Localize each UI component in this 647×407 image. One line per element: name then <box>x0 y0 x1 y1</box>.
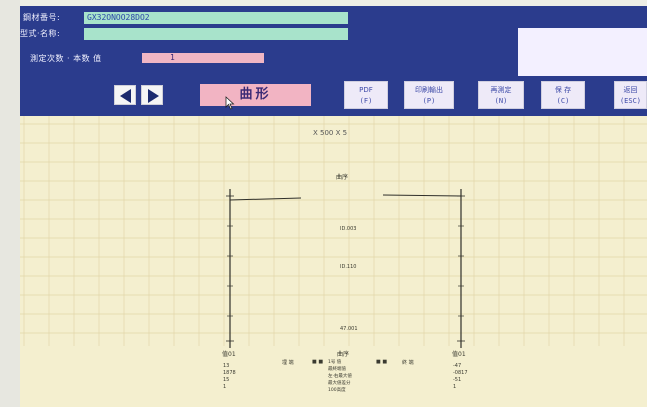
pdf-button-key: (F) <box>359 97 373 105</box>
arrow-right-icon <box>148 89 159 103</box>
right-stat-item: 1 <box>453 384 457 390</box>
save-button-key: (C) <box>556 97 570 105</box>
left-top-trace <box>229 197 302 201</box>
start-end-label: 埋 端 <box>282 360 294 366</box>
pdf-button-label: PDF <box>359 86 373 94</box>
info-panel <box>518 28 647 76</box>
center-stats-list: 1号 值最終端值左·右最大値 最大値差分 100高度 <box>328 359 352 394</box>
center-stat-item: 1号 值 <box>328 360 342 365</box>
prev-button[interactable] <box>114 85 136 105</box>
left-stat-item: 13 <box>223 363 230 369</box>
arrow-left-icon <box>120 89 131 103</box>
type-name-field[interactable] <box>84 28 348 40</box>
save-button-label: 保 存 <box>554 86 572 94</box>
left-stat-item: 15 <box>223 377 230 383</box>
right-stat-item: -51 <box>453 377 462 383</box>
right-stats-header: 值01 <box>452 351 466 358</box>
right-stats-list: -47 -0817 -51 1 <box>453 363 468 391</box>
return-button-key: (ESC) <box>619 97 642 105</box>
grid-canvas <box>20 116 647 348</box>
left-stats-list: 13 1878 15 1 <box>223 363 236 391</box>
end-label: 終 端 <box>402 360 414 366</box>
type-name-label: 型式·名称: <box>20 29 61 38</box>
save-button[interactable]: 保 存 (C) <box>541 81 585 109</box>
center-value-2: ID.110 <box>340 264 357 270</box>
mid-dots-left: ■ ■ <box>312 359 324 365</box>
remeasure-button[interactable]: 再測定 (N) <box>478 81 524 109</box>
trace-ticks <box>227 225 464 317</box>
center-stat-item: 最大値差分 <box>328 381 351 386</box>
header-panel: 鋼材番号: GX32ONOO28DO2 型式·名称: 測定次数 · 本数 值 1… <box>20 6 647 116</box>
remeasure-button-key: (N) <box>494 97 508 105</box>
print-output-button[interactable]: 印刷輸出 (P) <box>404 81 454 109</box>
center-title: 曲序 <box>336 174 349 181</box>
center-stat-item: 100高度 <box>328 388 346 393</box>
sample-no-field[interactable]: GX32ONOO28DO2 <box>84 12 348 24</box>
measure-count-label: 測定次数 · 本数 值 <box>30 54 102 63</box>
screen: 鋼材番号: GX32ONOO28DO2 型式·名称: 測定次数 · 本数 值 1… <box>20 6 647 407</box>
center-value-3: 47.001 <box>340 326 358 332</box>
sample-no-label: 鋼材番号: <box>23 13 61 22</box>
pdf-button[interactable]: PDF (F) <box>344 81 388 109</box>
print-output-button-key: (P) <box>422 97 436 105</box>
left-stat-item: 1878 <box>223 370 236 376</box>
center-list-title: 曲序 <box>337 351 350 358</box>
return-button[interactable]: 返回 (ESC) <box>614 81 647 109</box>
right-stat-item: -47 <box>453 363 462 369</box>
mode-button[interactable]: 曲形 <box>200 84 311 106</box>
remeasure-button-label: 再測定 <box>490 86 512 94</box>
mid-dots-right: ■ ■ <box>376 359 388 365</box>
center-stat-item: 最終端值 <box>328 367 346 372</box>
right-top-trace <box>382 194 462 197</box>
left-bezel <box>0 0 20 407</box>
magnification-label: X 500 X 5 <box>313 129 348 137</box>
profile-plot: X 500 X 5 曲序 ID.003 ID.110 47.001 值01 13… <box>20 116 647 407</box>
measure-count-swatch <box>142 53 162 63</box>
cursor-icon <box>225 96 235 110</box>
center-value-1: ID.003 <box>340 226 357 232</box>
left-stats-header: 值01 <box>222 351 236 358</box>
center-stat-item: 左·右最大値 <box>328 374 352 379</box>
measure-count-field[interactable]: 1 <box>162 53 264 63</box>
next-button[interactable] <box>141 85 163 105</box>
right-stat-item: -0817 <box>453 370 468 376</box>
print-output-button-label: 印刷輸出 <box>415 86 443 94</box>
return-button-label: 返回 <box>623 86 638 94</box>
left-stat-item: 1 <box>223 384 227 390</box>
grid <box>20 116 647 346</box>
